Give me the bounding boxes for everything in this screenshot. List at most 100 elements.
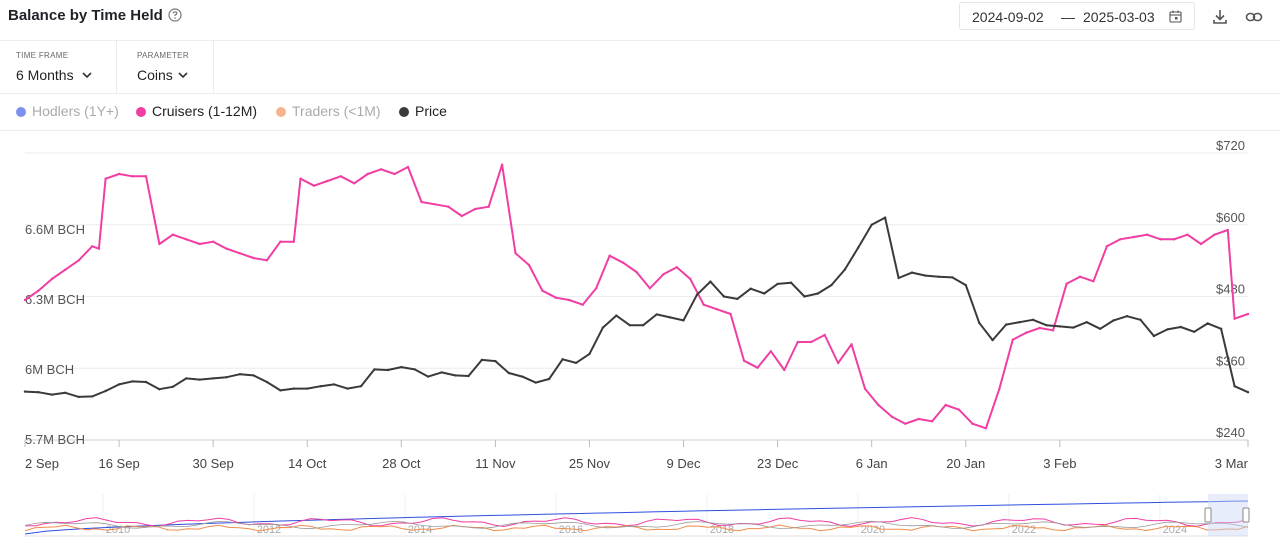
data-point-cruisers [648,287,652,290]
legend-item-cruisers[interactable]: Cruisers (1-12M) [136,103,257,121]
data-point-cruisers [23,298,27,302]
data-point-cruisers [621,261,625,264]
data-point-price [359,385,363,388]
legend-item-hodlers[interactable]: Hodlers (1Y+) [16,103,119,121]
data-point-cruisers [171,233,174,236]
data-point-price [642,324,645,327]
data-point-price [978,321,981,324]
data-point-cruisers [379,168,383,171]
chevron-down-icon [178,72,188,79]
data-point-cruisers [675,266,678,269]
data-point-cruisers [608,254,611,257]
date-range-picker[interactable]: 2024-09-02 — 2025-03-03 [959,2,1195,30]
divider [116,41,117,93]
data-point-price [1139,318,1142,321]
series-line-price [24,216,1249,398]
legend-swatch [276,107,286,117]
data-point-cruisers [420,200,423,204]
data-point-cruisers [91,245,94,248]
data-point-price [185,377,188,380]
data-point-price [131,380,134,383]
help-icon[interactable] [168,8,182,22]
data-point-cruisers [877,403,880,407]
link-icon[interactable] [1245,8,1263,26]
data-point-cruisers [702,303,705,306]
data-point-price [453,374,457,377]
parameter-select[interactable]: PARAMETER Coins [121,41,213,93]
data-point-cruisers [158,242,161,246]
data-point-price [332,383,336,386]
navigator-line-hodlers [24,500,1249,535]
legend-label: Traders (<1M) [292,103,381,119]
data-point-price [534,381,537,384]
data-point-price [668,316,672,319]
data-point-price [1112,319,1115,322]
download-icon[interactable] [1211,8,1229,26]
time-frame-select[interactable]: TIME FRAME 6 Months [0,41,116,93]
data-point-cruisers [97,247,101,250]
data-point-price [171,385,174,388]
data-point-cruisers [474,207,477,211]
data-point-price [158,388,161,391]
data-point-price [306,387,309,390]
data-point-price [843,268,846,271]
data-point-cruisers [742,359,746,362]
data-point-price [238,373,242,376]
data-point-price [23,390,27,393]
x-tick-label: 30 Sep [193,456,234,471]
data-point-cruisers [783,368,786,372]
legend-item-price[interactable]: Price [399,103,447,121]
navigator-tick-label: 2020 [861,524,885,536]
data-point-price [816,292,820,295]
data-point-price [413,368,416,371]
legend-item-traders[interactable]: Traders (<1M) [276,103,381,121]
data-point-price [655,313,658,316]
data-point-price [1031,318,1035,321]
data-point-price [373,368,376,371]
data-point-cruisers [662,273,665,276]
data-point-cruisers [1226,228,1230,232]
data-point-cruisers [238,252,242,255]
data-point-price [897,276,900,280]
data-point-price [37,391,40,394]
data-point-price [346,387,349,390]
data-point-price [722,295,726,298]
data-point-cruisers [1092,280,1095,283]
data-point-price [682,319,685,322]
data-point-price [279,389,282,392]
data-point-cruisers [198,242,201,246]
y-left-tick-label: 5.7M BCH [25,432,85,447]
data-point-cruisers [366,172,369,176]
data-point-price [709,280,712,283]
time-frame-value: 6 Months [16,67,74,83]
data-point-cruisers [796,340,799,344]
data-point-price [225,376,228,379]
calendar-icon [1169,10,1182,23]
data-point-price [1018,321,1021,324]
data-point-cruisers [1105,245,1109,248]
data-point-cruisers [823,333,826,337]
data-point-cruisers [984,427,988,430]
chart-area[interactable]: $240 $360 $480 $600 $720 5.7M BCH 6M BCH 6.3M B… [0,131,1280,545]
data-point-price [77,395,81,399]
data-point-cruisers [406,165,410,169]
data-point-price [1152,334,1156,338]
data-point-price [937,275,941,278]
navigator-line-cruisers [24,517,1249,528]
data-point-price [212,377,215,380]
x-tick-label: 11 Nov [475,456,516,471]
data-point-price [857,246,860,249]
data-point-price [480,358,484,362]
data-point-price [870,223,873,226]
data-point-price [924,274,927,277]
data-point-cruisers [756,366,759,369]
data-point-cruisers [292,240,295,243]
data-point-cruisers [944,403,947,407]
chevron-down-icon [82,72,92,79]
y-right-tick-label: $360 [1216,353,1245,368]
x-tick-label: 2 Sep [25,456,59,471]
data-point-price [803,295,806,298]
data-point-price [427,375,430,378]
data-point-price [588,352,591,356]
data-point-price [1072,326,1075,329]
